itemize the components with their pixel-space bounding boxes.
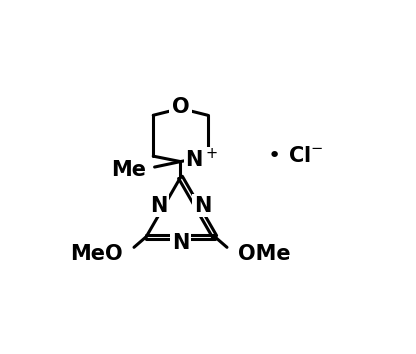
Text: MeO: MeO	[70, 244, 123, 264]
Text: Cl$^{-}$: Cl$^{-}$	[288, 145, 324, 166]
Text: N: N	[150, 196, 167, 216]
Text: N: N	[194, 196, 211, 216]
Text: OMe: OMe	[238, 244, 290, 264]
Text: •: •	[268, 145, 281, 166]
Text: O: O	[172, 97, 189, 117]
Text: Me: Me	[111, 160, 146, 180]
Text: N: N	[172, 233, 189, 253]
Text: N$^+$: N$^+$	[185, 148, 218, 171]
